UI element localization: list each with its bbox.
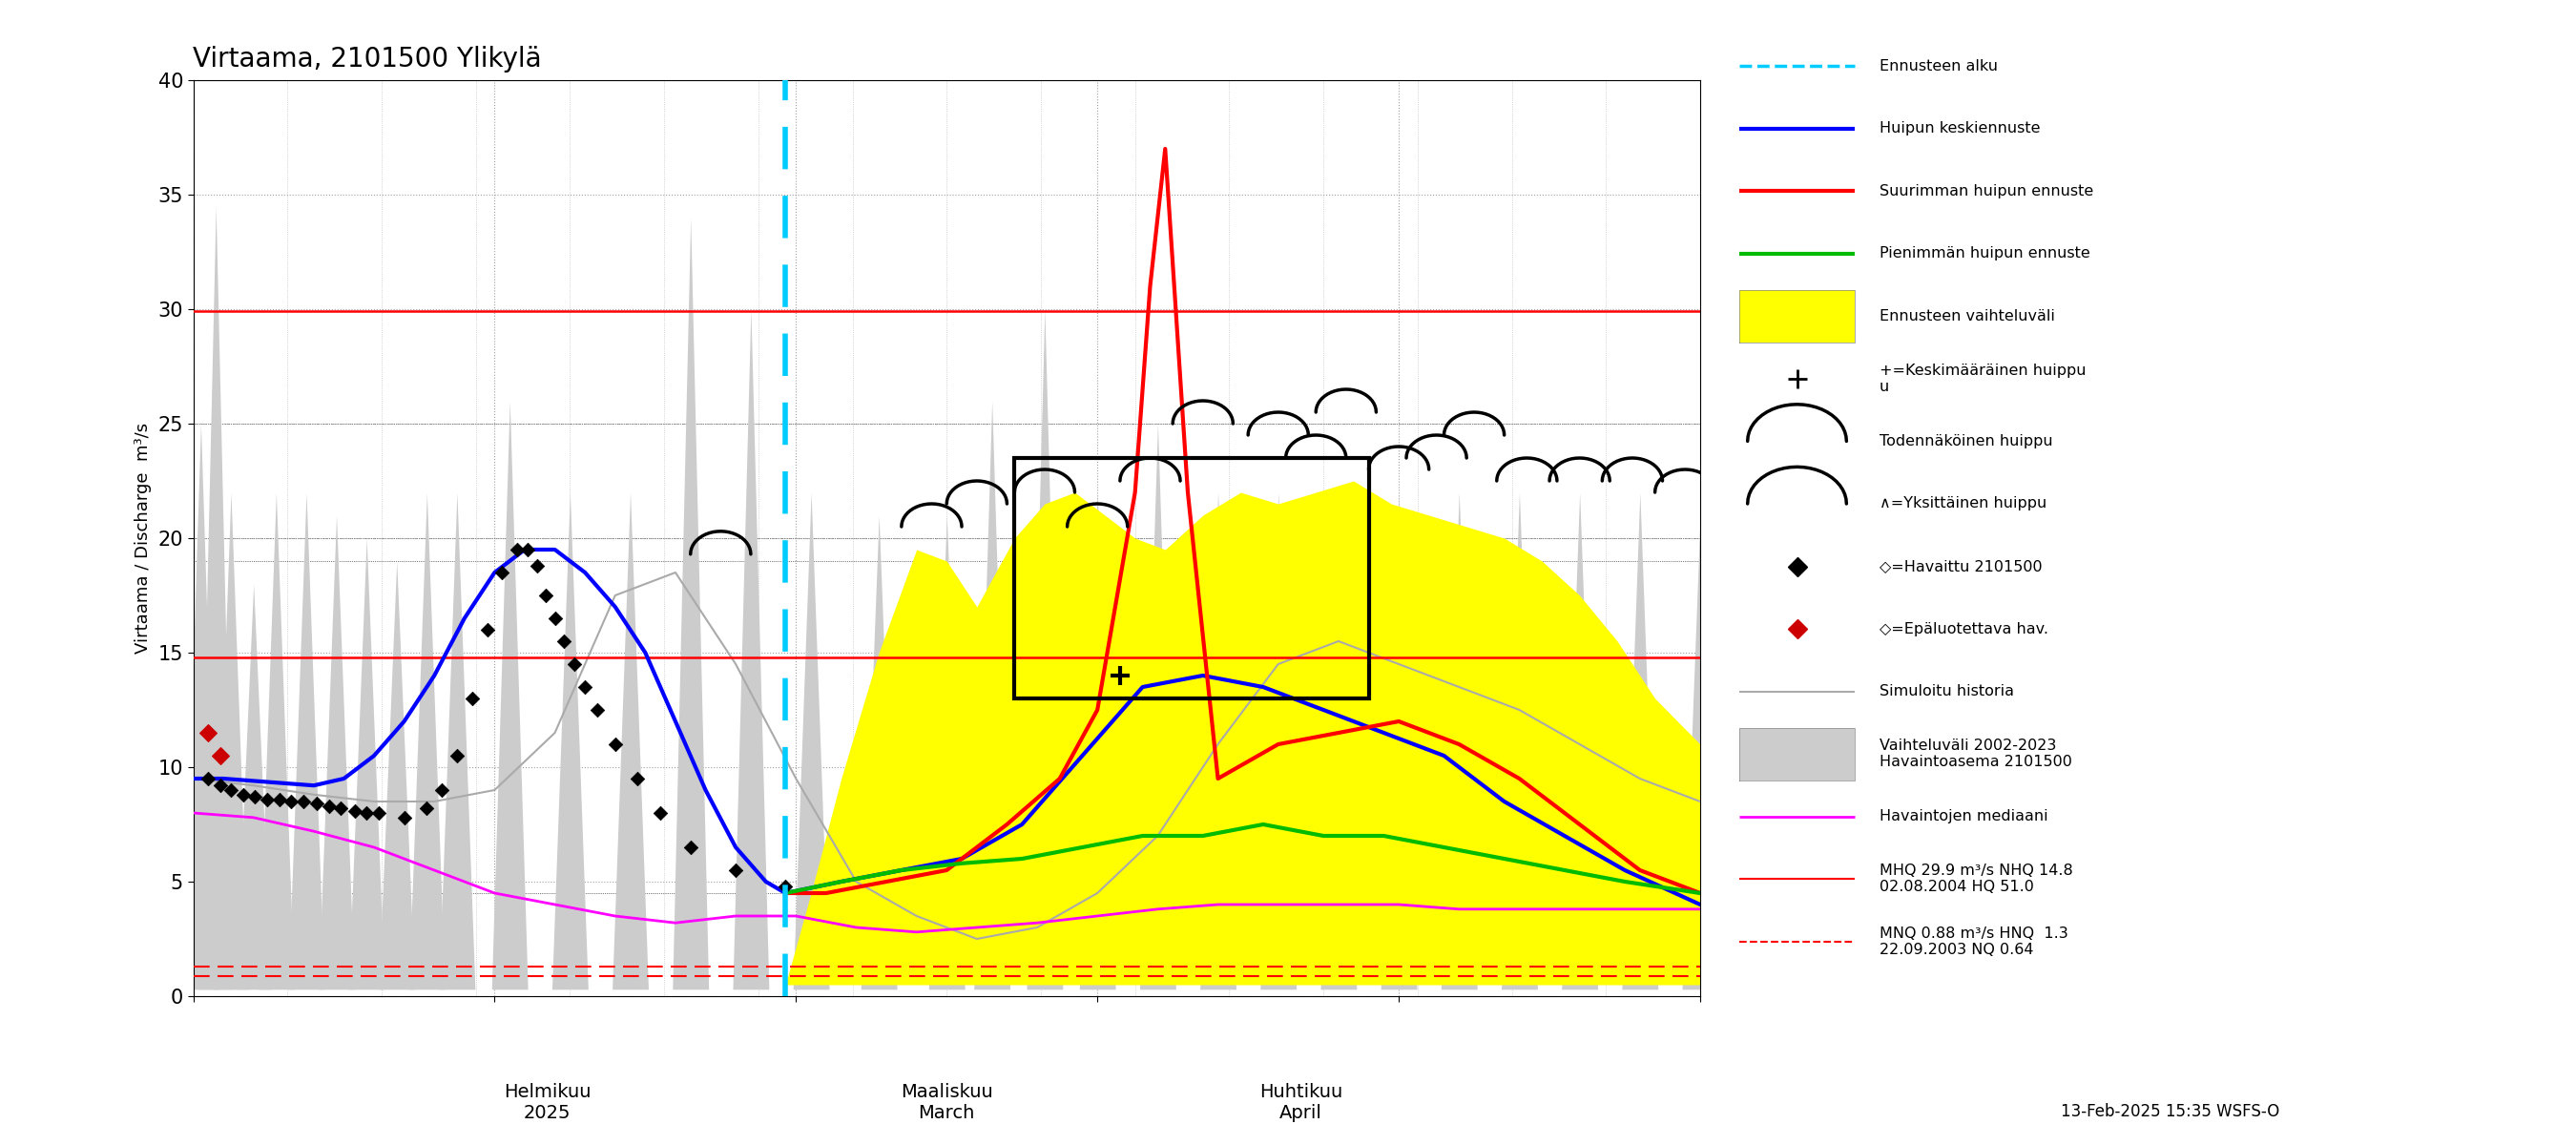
Text: Maaliskuu
March: Maaliskuu March — [902, 1083, 992, 1122]
Point — [435, 747, 477, 765]
Point — [422, 781, 464, 799]
Point — [234, 788, 276, 806]
Text: Helmikuu
2025: Helmikuu 2025 — [505, 1083, 590, 1122]
Text: Virtaama, 2101500 Ylikylä: Virtaama, 2101500 Ylikylä — [193, 46, 541, 72]
Point — [258, 790, 299, 808]
Y-axis label: Virtaama / Discharge  m³/s: Virtaama / Discharge m³/s — [134, 423, 152, 654]
Point — [358, 804, 399, 822]
Point — [384, 808, 425, 827]
Point — [497, 540, 538, 559]
Text: Huhtikuu
April: Huhtikuu April — [1260, 1083, 1342, 1122]
Text: MHQ 29.9 m³/s NHQ 14.8
02.08.2004 HQ 51.0: MHQ 29.9 m³/s NHQ 14.8 02.08.2004 HQ 51.… — [1880, 863, 2074, 894]
Point — [526, 586, 567, 605]
Text: ◇=Epäluotettava hav.: ◇=Epäluotettava hav. — [1880, 622, 2048, 635]
Point — [296, 795, 337, 813]
Point — [595, 735, 636, 753]
Text: Suurimman huipun ennuste: Suurimman huipun ennuste — [1880, 184, 2094, 198]
Bar — [1015, 458, 1368, 698]
Point — [507, 540, 549, 559]
Text: 13-Feb-2025 15:35 WSFS-O: 13-Feb-2025 15:35 WSFS-O — [2061, 1103, 2280, 1120]
Text: Todennäköinen huippu: Todennäköinen huippu — [1880, 434, 2053, 449]
Point — [716, 861, 757, 879]
Text: Pienimmän huipun ennuste: Pienimmän huipun ennuste — [1880, 246, 2089, 261]
Text: Huipun keskiennuste: Huipun keskiennuste — [1880, 121, 2040, 135]
Point — [451, 689, 492, 708]
Point — [639, 804, 680, 822]
Point — [309, 797, 350, 815]
Point — [201, 776, 242, 795]
Point — [544, 632, 585, 650]
Point — [515, 556, 556, 575]
Point — [482, 563, 523, 582]
Point — [533, 609, 574, 627]
Point — [466, 621, 507, 639]
Text: MNQ 0.88 m³/s HNQ  1.3
22.09.2003 NQ 0.64: MNQ 0.88 m³/s HNQ 1.3 22.09.2003 NQ 0.64 — [1880, 926, 2069, 957]
Text: ◇=Havaittu 2101500: ◇=Havaittu 2101500 — [1880, 559, 2043, 574]
Point — [201, 747, 242, 765]
Point — [670, 838, 711, 856]
Point — [577, 701, 618, 719]
Point — [270, 792, 312, 811]
Text: Ennusteen vaihteluväli: Ennusteen vaihteluväli — [1880, 309, 2056, 323]
Point — [407, 799, 448, 818]
Point — [335, 802, 376, 820]
Point — [564, 678, 605, 696]
Point — [765, 877, 806, 895]
Text: Vaihteluväli 2002-2023
Havaintoasema 2101500: Vaihteluväli 2002-2023 Havaintoasema 210… — [1880, 739, 2071, 769]
Point — [222, 785, 263, 804]
Point — [247, 790, 289, 808]
Point — [319, 799, 361, 818]
Point — [345, 804, 386, 822]
Point — [283, 792, 325, 811]
Text: Havaintojen mediaani: Havaintojen mediaani — [1880, 810, 2048, 823]
Point — [554, 655, 595, 673]
Point — [188, 769, 229, 788]
Text: +=Keskimääräinen huippu
u: +=Keskimääräinen huippu u — [1880, 363, 2087, 394]
Point — [211, 781, 252, 799]
Text: ∧=Yksittäinen huippu: ∧=Yksittäinen huippu — [1880, 497, 2048, 511]
Text: Ennusteen alku: Ennusteen alku — [1880, 58, 1999, 73]
Point — [618, 769, 659, 788]
Text: Simuloitu historia: Simuloitu historia — [1880, 685, 2014, 698]
Point — [188, 724, 229, 742]
